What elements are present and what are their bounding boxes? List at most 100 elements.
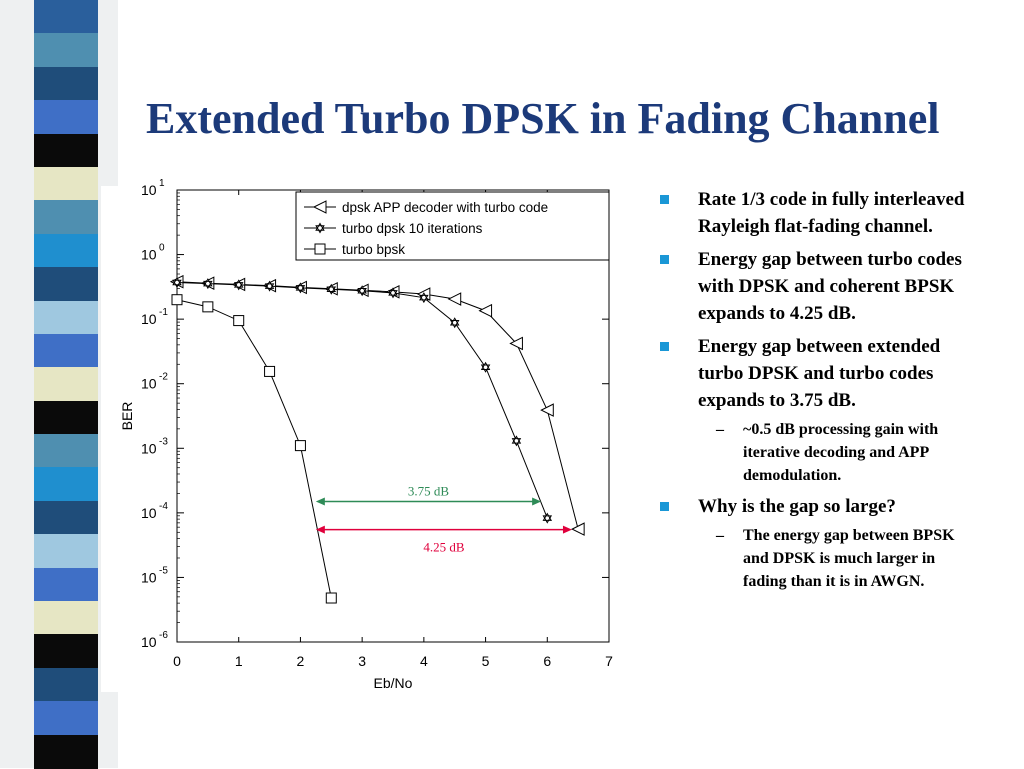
- y-tick-exponent: -2: [159, 372, 168, 383]
- data-point: [447, 292, 462, 306]
- data-point: [540, 403, 554, 417]
- data-point: [509, 336, 523, 351]
- decor-stripe: [34, 634, 98, 669]
- data-point: [294, 440, 306, 452]
- legend-entry: turbo dpsk 10 iterations: [342, 221, 483, 236]
- dash-bullet-icon: –: [716, 421, 724, 438]
- decor-stripe: [34, 367, 98, 402]
- decor-stripe: [34, 300, 98, 335]
- series-line: [176, 299, 332, 599]
- slide-title: Extended Turbo DPSK in Fading Channel: [146, 94, 940, 143]
- decor-stripe: [34, 500, 98, 536]
- data-point: [233, 315, 245, 327]
- y-tick-exponent: 1: [159, 178, 165, 189]
- decor-stripe: [34, 701, 98, 736]
- sub-bullet-item: – ~0.5 dB processing gain with iterative …: [658, 418, 968, 487]
- gap-arrow-head: [315, 497, 325, 506]
- legend-entry: dpsk APP decoder with turbo code: [342, 200, 548, 215]
- data-point: [326, 286, 337, 295]
- data-point: [449, 319, 460, 329]
- data-point: [511, 438, 522, 447]
- bullet-text: Energy gap between turbo codes with DPSK…: [698, 249, 962, 324]
- decor-stripe: [34, 100, 98, 135]
- y-tick-label: 10: [141, 182, 157, 198]
- y-tick-exponent: -6: [159, 630, 168, 641]
- decor-stripe: [34, 33, 98, 68]
- x-tick-label: 0: [173, 653, 181, 669]
- bullet-item: Energy gap between turbo codes with DPSK…: [658, 246, 968, 327]
- y-tick-exponent: 0: [159, 243, 165, 254]
- decor-stripe: [34, 734, 98, 769]
- data-point: [203, 280, 213, 290]
- y-tick-label: 10: [141, 376, 157, 392]
- decor-stripe: [34, 133, 98, 168]
- bullet-list: Rate 1/3 code in fully interleaved Rayle…: [658, 186, 968, 599]
- data-point: [264, 283, 275, 292]
- decor-stripe: [34, 667, 98, 703]
- y-tick-label: 10: [141, 311, 157, 327]
- bullet-text: Energy gap between extended turbo DPSK a…: [698, 336, 941, 411]
- data-point: [325, 592, 337, 604]
- sub-bullet-text: The energy gap between BPSK and DPSK is …: [743, 527, 955, 590]
- y-tick-exponent: -3: [159, 436, 168, 447]
- data-point: [357, 288, 367, 297]
- legend-box: [295, 191, 610, 261]
- legend-marker: [314, 243, 326, 255]
- y-tick-label: 10: [141, 440, 157, 456]
- bullet-text: Rate 1/3 code in fully interleaved Rayle…: [698, 189, 965, 237]
- decor-stripe: [34, 434, 98, 469]
- data-point: [172, 279, 182, 288]
- y-tick-label: 10: [141, 634, 157, 650]
- data-point: [233, 282, 244, 291]
- data-point: [264, 365, 276, 377]
- legend-marker: [312, 200, 327, 214]
- decor-stripe: [34, 200, 98, 235]
- decor-stripe: [34, 534, 98, 569]
- data-point: [202, 301, 214, 313]
- data-point: [542, 515, 553, 524]
- y-tick-exponent: -4: [159, 501, 168, 512]
- square-bullet-icon: [660, 342, 669, 351]
- gap-annotation-label: 4.25 dB: [423, 540, 465, 555]
- sub-bullet-text: ~0.5 dB processing gain with iterative d…: [743, 421, 939, 484]
- data-point: [388, 290, 398, 299]
- decor-stripe: [34, 233, 98, 269]
- sub-bullet-item: – The energy gap between BPSK and DPSK is…: [658, 524, 968, 593]
- data-point: [419, 294, 429, 304]
- data-point: [171, 294, 183, 306]
- decor-stripe: [34, 467, 98, 502]
- left-color-stripes: [34, 0, 98, 769]
- square-bullet-icon: [660, 255, 669, 264]
- square-bullet-icon: [660, 502, 669, 511]
- bullet-item: Energy gap between extended turbo DPSK a…: [658, 333, 968, 414]
- x-tick-label: 5: [482, 653, 490, 669]
- gap-annotation-label: 3.75 dB: [408, 483, 450, 498]
- gap-arrow-head: [315, 525, 325, 534]
- square-bullet-icon: [660, 195, 669, 204]
- decor-stripe: [34, 333, 98, 369]
- y-tick-label: 10: [141, 505, 157, 521]
- x-tick-label: 2: [297, 653, 305, 669]
- y-axis-label: BER: [119, 402, 135, 431]
- data-point: [480, 364, 491, 373]
- legend-marker: [315, 225, 325, 234]
- x-tick-label: 3: [358, 653, 366, 669]
- data-point: [478, 303, 493, 318]
- y-tick-exponent: -1: [159, 307, 168, 318]
- legend-entry: turbo bpsk: [342, 242, 405, 257]
- bullet-item: Rate 1/3 code in fully interleaved Rayle…: [658, 186, 968, 240]
- x-tick-label: 1: [235, 653, 243, 669]
- chart-panel: [101, 186, 631, 692]
- plot-frame: [176, 189, 610, 643]
- y-tick-exponent: -5: [159, 565, 168, 576]
- bullet-text: Why is the gap so large?: [698, 496, 896, 517]
- y-tick-label: 10: [141, 247, 157, 263]
- decor-stripe: [34, 400, 98, 436]
- left-decorative-bar: [0, 0, 118, 769]
- decor-stripe: [34, 66, 98, 102]
- x-tick-label: 7: [605, 653, 613, 669]
- decor-stripe: [34, 601, 98, 636]
- decor-stripe: [34, 267, 98, 302]
- x-tick-label: 4: [420, 653, 428, 669]
